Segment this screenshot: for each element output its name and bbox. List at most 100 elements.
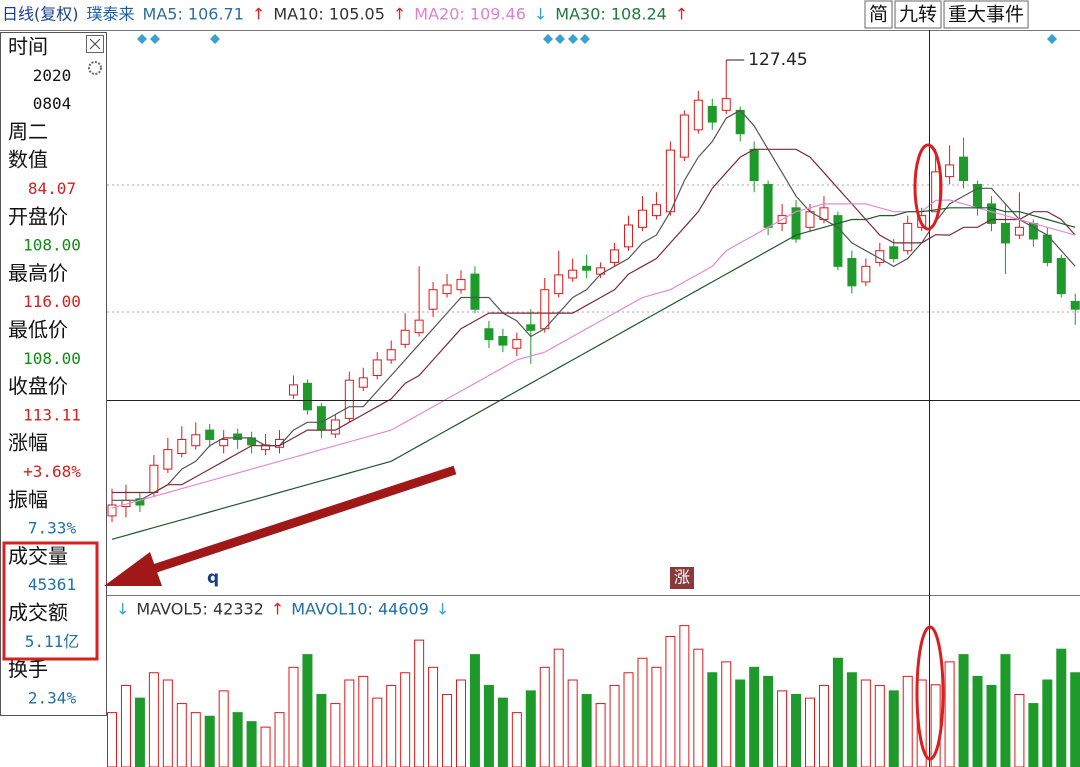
candle-body — [400, 329, 410, 345]
volume-bar — [609, 684, 620, 767]
volume-bar — [1042, 679, 1053, 767]
volume-bar — [986, 684, 997, 767]
volume-bar — [107, 712, 117, 767]
highlight-box — [2, 541, 99, 661]
volume-bar — [805, 697, 815, 767]
volume-header-item: ↓ — [116, 600, 129, 619]
header-item: ↑ — [393, 5, 406, 24]
candle-body — [498, 336, 508, 346]
candle-body — [177, 438, 187, 455]
panel-label: 成交额 — [8, 601, 68, 625]
volume-bar — [902, 675, 913, 767]
volume-bar — [302, 654, 313, 767]
volume-bar — [693, 648, 704, 767]
candle-body — [219, 438, 229, 447]
candle-body — [1014, 226, 1024, 236]
toolbar-button[interactable] — [864, 0, 893, 29]
candle-body — [442, 284, 452, 295]
panel-value: 0804 — [33, 94, 72, 113]
panel-label: 振幅 — [8, 487, 48, 511]
candle-body — [1042, 234, 1052, 263]
candle-body — [470, 273, 480, 310]
volume-bar — [958, 654, 969, 767]
toolbar-button-label: 重大事件 — [948, 4, 1024, 26]
volume-bar — [358, 675, 369, 767]
candle-body — [386, 349, 396, 361]
candle-body — [721, 98, 731, 111]
volume-bar — [553, 648, 564, 767]
high-annotation: 127.45 — [748, 50, 807, 70]
candle-body — [163, 449, 173, 470]
volume-bar — [1056, 648, 1067, 767]
panel-label: 成交量 — [8, 544, 68, 568]
settings-icon[interactable] — [88, 61, 102, 75]
candle-body — [945, 164, 955, 178]
volume-bar — [232, 712, 243, 767]
volume-bar — [944, 661, 955, 767]
panel-value: 84.07 — [28, 179, 76, 198]
volume-bar — [874, 684, 885, 767]
panel-label: 开盘价 — [8, 204, 68, 228]
highlight-oval — [913, 143, 943, 231]
volume-bar — [120, 684, 131, 767]
volume-bar — [665, 636, 676, 767]
candle-body — [302, 382, 312, 411]
candle-body — [358, 377, 368, 388]
volume-bar — [190, 712, 201, 767]
candle-body — [805, 211, 815, 228]
candle-body — [889, 246, 899, 260]
volume-bar — [204, 715, 215, 767]
volume-bar — [469, 654, 480, 767]
candle-body — [763, 183, 773, 228]
chart-marker: 涨 — [674, 568, 690, 587]
annotation-arrow — [148, 465, 457, 575]
annotation-arrowhead — [104, 552, 162, 586]
candle-body — [568, 269, 578, 279]
volume-bar — [539, 666, 550, 767]
volume-bar — [330, 703, 341, 767]
candle-body — [847, 258, 857, 287]
candle-body — [959, 156, 969, 182]
volume-bar — [707, 672, 718, 767]
volume-bar — [428, 666, 439, 767]
moving-average-line — [111, 207, 1076, 540]
volume-bar — [497, 697, 508, 767]
toolbar-button[interactable] — [943, 0, 1029, 29]
header-item: MA5: 106.71 — [143, 5, 244, 24]
volume-bar — [1000, 654, 1011, 767]
volume-bar — [972, 675, 983, 767]
event-marker — [137, 34, 147, 44]
panel-value: +3.68% — [23, 462, 81, 481]
candle-body — [428, 289, 438, 310]
volume-bar — [846, 672, 857, 767]
volume-bar — [763, 675, 774, 767]
candle-body — [582, 265, 592, 271]
candle-body — [861, 265, 871, 283]
volume-header-item: ↑ — [271, 600, 284, 619]
event-marker — [150, 34, 160, 44]
panel-label: 收盘价 — [8, 374, 68, 398]
candle-body — [791, 207, 801, 240]
candle-body — [526, 324, 536, 331]
toolbar-button-label: 九转 — [899, 4, 937, 26]
candle-body — [344, 379, 354, 419]
volume-bar — [344, 679, 355, 767]
volume-bar — [386, 684, 397, 767]
info-panel — [0, 32, 107, 716]
candle-body — [512, 339, 522, 349]
volume-header-item: MAVOL5: 42332 — [136, 600, 263, 619]
volume-bar — [148, 672, 159, 767]
panel-value: 7.33% — [28, 519, 77, 538]
volume-bar — [832, 657, 843, 767]
toolbar-button[interactable] — [894, 0, 942, 29]
candle-body — [554, 274, 564, 295]
chart-marker: q — [207, 568, 219, 588]
moving-average-line — [112, 148, 1076, 494]
candle-body — [456, 279, 466, 291]
volume-bar — [525, 690, 536, 767]
highlight-oval — [915, 625, 945, 761]
candle-body — [540, 289, 550, 330]
candle-body — [330, 419, 340, 435]
